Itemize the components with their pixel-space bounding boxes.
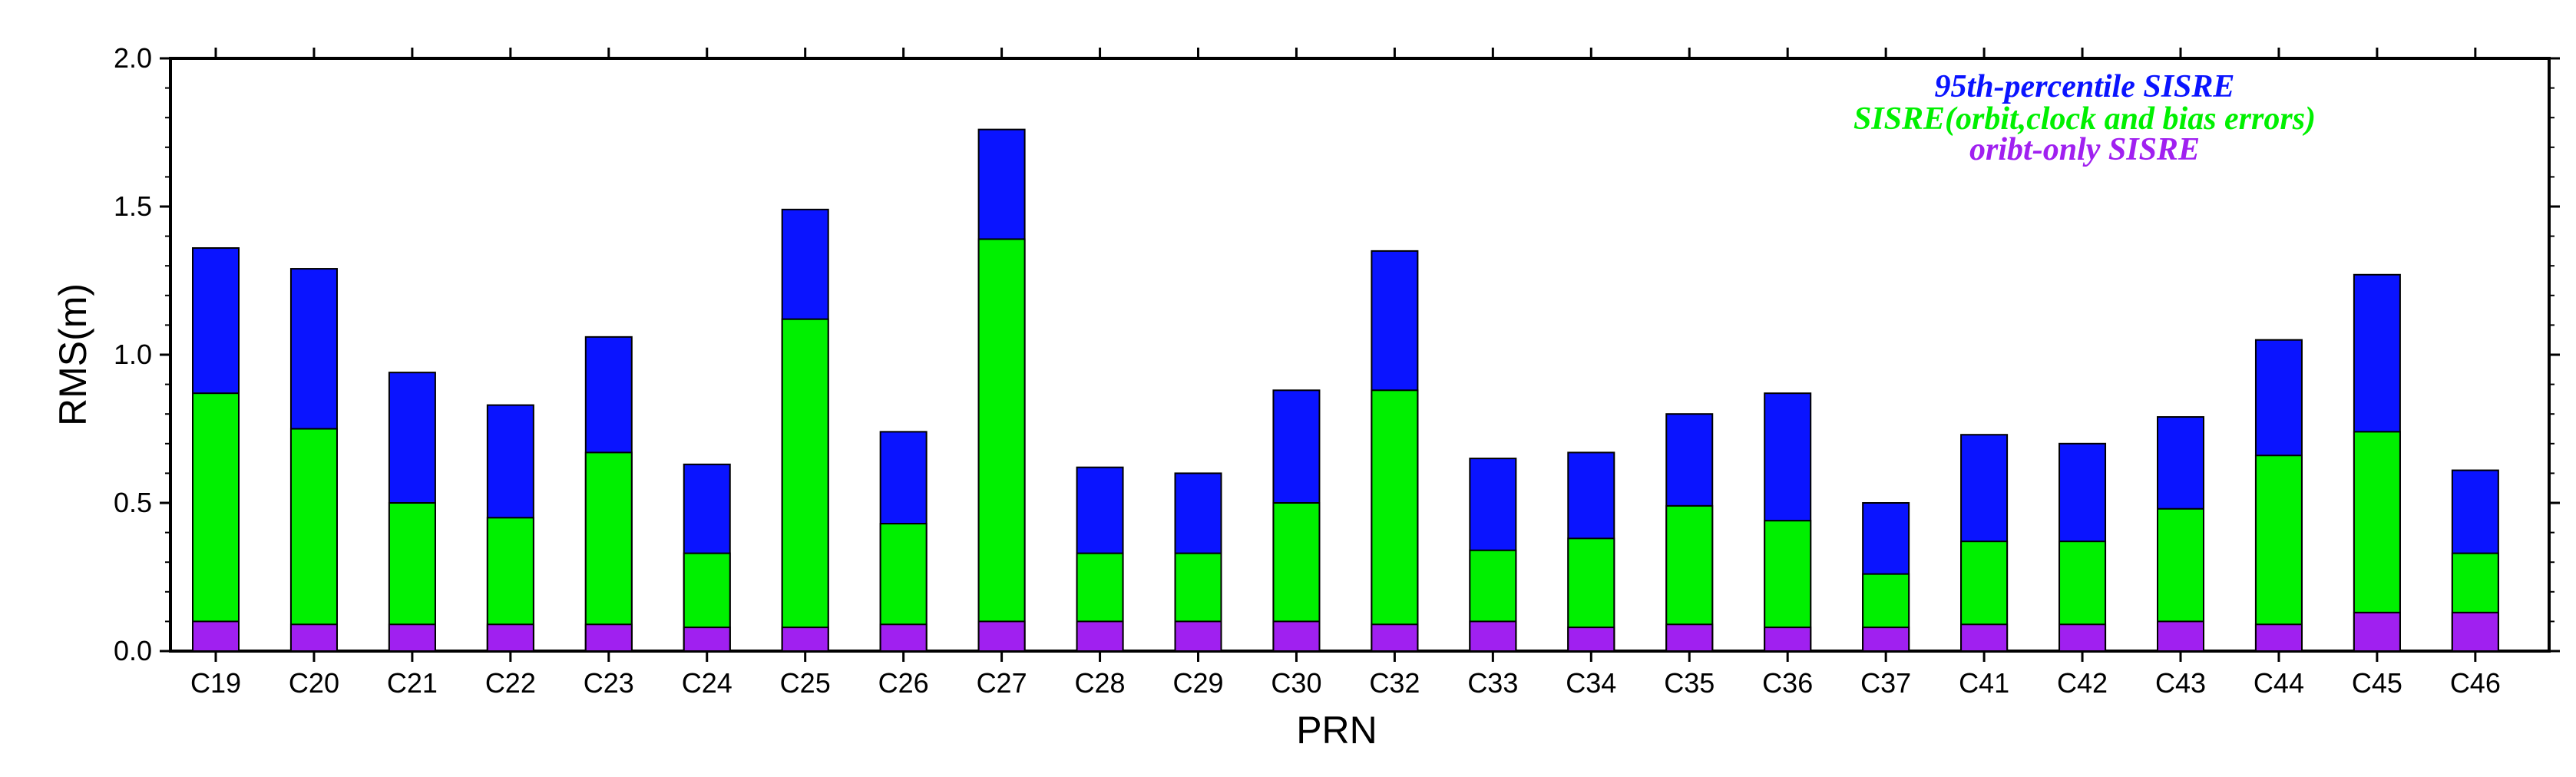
- bar-c28-series-2: [1076, 620, 1124, 653]
- y-axis-title: RMS(m): [51, 283, 94, 426]
- bar-c23-series-1: [584, 451, 633, 652]
- bar-c27-series-1: [977, 238, 1026, 652]
- bar-c19-series-2: [192, 620, 240, 653]
- y-tick-label: 1.0: [114, 339, 152, 370]
- x-tick-label: C24: [682, 667, 732, 699]
- x-tick-label: C20: [289, 667, 339, 699]
- x-tick-label: C41: [1959, 667, 2009, 699]
- x-tick-label: C45: [2352, 667, 2402, 699]
- x-tick-label: C33: [1467, 667, 1518, 699]
- bar-c37-series-2: [1862, 627, 1910, 652]
- bar-c44-series-2: [2254, 623, 2303, 653]
- bars-group: [192, 128, 2499, 653]
- bar-c44-series-1: [2254, 455, 2303, 652]
- bar-c32-series-1: [1371, 389, 1419, 652]
- x-tick-label: C29: [1172, 667, 1223, 699]
- x-tick-label: C23: [584, 667, 634, 699]
- legend: 95th-percentile SISRE SISRE(orbit,clock …: [1853, 69, 2316, 167]
- y-tick-label: 0.0: [114, 635, 152, 666]
- x-tick-label: C32: [1369, 667, 1420, 699]
- y-tick-label: 0.5: [114, 487, 152, 518]
- bar-c29-series-2: [1174, 620, 1222, 653]
- bar-c25-series-1: [781, 318, 829, 652]
- x-tick-label: C44: [2254, 667, 2304, 699]
- bar-c20-series-2: [289, 623, 338, 653]
- bar-c46-series-2: [2451, 611, 2499, 653]
- bar-c26-series-2: [879, 623, 928, 653]
- bar-c42-series-2: [2058, 623, 2107, 653]
- x-tick-label: C35: [1664, 667, 1715, 699]
- y-tick-label: 1.5: [114, 190, 152, 222]
- bar-c30-series-2: [1272, 620, 1321, 653]
- bar-c23-series-2: [584, 623, 633, 653]
- bar-c20-series-1: [289, 428, 338, 652]
- x-tick-label: C34: [1566, 667, 1616, 699]
- x-tick-label: C25: [780, 667, 831, 699]
- x-tick-label: C36: [1762, 667, 1813, 699]
- bar-c27-series-2: [977, 620, 1026, 653]
- bar-c24-series-2: [683, 627, 731, 652]
- bar-c43-series-2: [2157, 620, 2204, 653]
- x-tick-label: C28: [1075, 667, 1126, 699]
- bar-c33-series-2: [1469, 620, 1517, 653]
- bar-c25-series-2: [781, 627, 829, 652]
- bar-c41-series-2: [1960, 623, 2009, 653]
- bar-c19-series-1: [192, 392, 240, 652]
- bar-c36-series-2: [1764, 627, 1812, 652]
- legend-entry-sisre-orbit-clock-bias: SISRE(orbit,clock and bias errors): [1853, 101, 2316, 137]
- x-axis-title: PRN: [1296, 709, 1377, 752]
- x-tick-label: C19: [190, 667, 241, 699]
- y-axis-ticks: 0.0 0.5 1.0 1.5 2.0: [114, 42, 2560, 666]
- legend-entry-95th-percentile: 95th-percentile SISRE: [1935, 69, 2235, 104]
- bar-c21-series-2: [388, 623, 436, 653]
- x-tick-label: C27: [977, 667, 1027, 699]
- x-tick-label: C26: [878, 667, 929, 699]
- x-tick-label: C37: [1860, 667, 1911, 699]
- x-tick-label: C42: [2057, 667, 2108, 699]
- bar-c22-series-2: [486, 623, 534, 653]
- y-tick-label: 2.0: [114, 42, 152, 74]
- bar-c45-series-2: [2353, 611, 2401, 653]
- legend-entry-orbit-only: oribt-only SISRE: [1969, 132, 2200, 167]
- x-tick-label: C43: [2155, 667, 2206, 699]
- x-tick-label: C21: [387, 667, 438, 699]
- x-axis-ticks: C19 C20 C21 C22 C23 C24 C25 C26 C27 C28 C29 C30 C32 C…: [190, 48, 2501, 699]
- bar-c32-series-2: [1371, 623, 1419, 653]
- bar-c34-series-2: [1567, 627, 1615, 652]
- x-tick-label: C46: [2450, 667, 2501, 699]
- x-tick-label: C22: [485, 667, 536, 699]
- bar-c35-series-2: [1665, 623, 1714, 653]
- x-tick-label: C30: [1271, 667, 1321, 699]
